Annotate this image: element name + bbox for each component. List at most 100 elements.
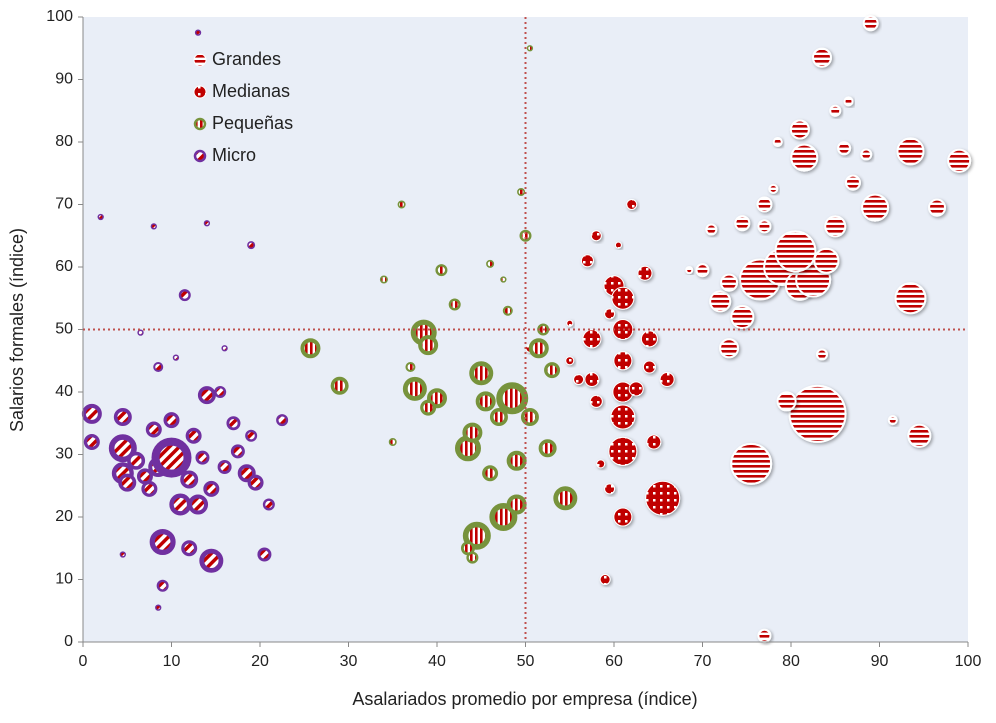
y-tick-label: 90 — [55, 71, 73, 88]
legend-label: Micro — [212, 145, 256, 165]
bubble — [590, 230, 602, 242]
bubble — [469, 361, 494, 386]
bubble — [768, 183, 779, 194]
bubble — [646, 434, 662, 450]
legend-marker — [193, 85, 207, 99]
bubble — [178, 289, 191, 302]
bubble — [262, 498, 275, 511]
bubble — [613, 507, 633, 527]
bubble — [141, 480, 158, 497]
bubble — [829, 104, 842, 117]
bubble — [119, 551, 126, 558]
bubble — [397, 200, 406, 209]
bubble — [502, 305, 513, 316]
x-tick-label: 0 — [79, 653, 88, 670]
bubble — [580, 254, 594, 268]
bubble — [462, 422, 483, 443]
bubble — [163, 412, 180, 429]
bubble — [180, 470, 199, 489]
bubble — [199, 548, 224, 573]
bubble — [247, 241, 256, 250]
bubble — [195, 450, 210, 465]
bubble — [573, 374, 585, 385]
y-tick-label: 100 — [46, 8, 73, 25]
bubble — [544, 362, 561, 379]
bubble — [97, 213, 104, 221]
bubble — [695, 263, 710, 278]
bubble — [584, 372, 600, 387]
bubble — [604, 483, 616, 495]
bubble — [300, 338, 321, 359]
bubble — [519, 229, 532, 242]
x-tick-label: 20 — [251, 653, 269, 670]
bubble — [528, 338, 549, 359]
bubble — [330, 376, 349, 395]
x-tick-label: 90 — [871, 653, 889, 670]
bubble — [185, 427, 202, 444]
x-tick-label: 40 — [428, 653, 446, 670]
bubble — [789, 119, 810, 140]
bubble — [659, 372, 675, 387]
bubble — [113, 407, 132, 426]
x-tick-label: 70 — [694, 653, 712, 670]
x-tick-label: 10 — [163, 653, 181, 670]
bubble — [756, 196, 773, 213]
bubble — [448, 298, 461, 311]
bubble — [169, 493, 192, 516]
bubble — [81, 403, 102, 424]
bubble — [894, 282, 927, 315]
bubble — [887, 415, 898, 426]
bubble — [181, 540, 198, 557]
bubble — [517, 188, 526, 197]
y-tick-label: 10 — [55, 571, 73, 588]
bubble — [844, 174, 861, 191]
bubble — [226, 416, 241, 431]
bubble — [611, 286, 635, 310]
y-tick-label: 30 — [55, 446, 73, 463]
x-tick-label: 50 — [517, 653, 535, 670]
bubble — [388, 437, 397, 446]
bubble — [772, 137, 783, 147]
bubble — [486, 259, 495, 268]
bubble — [153, 362, 164, 372]
bubble — [719, 338, 740, 359]
bubble — [482, 465, 499, 482]
bubble — [776, 391, 797, 412]
bubble — [203, 220, 211, 227]
bubble — [172, 354, 180, 361]
y-tick-label: 80 — [55, 133, 73, 150]
bubble — [496, 382, 529, 415]
bubble — [734, 215, 751, 232]
bubble — [188, 494, 209, 515]
bubble — [155, 604, 162, 611]
bubble — [489, 502, 518, 531]
bubble — [506, 494, 527, 515]
bubble — [757, 219, 772, 234]
bubble — [136, 468, 153, 485]
bubble — [526, 45, 534, 52]
y-tick-label: 70 — [55, 196, 73, 213]
bubble — [257, 547, 272, 562]
bubble — [420, 399, 437, 416]
bubble — [405, 362, 416, 372]
bubble — [604, 308, 616, 320]
x-tick-label: 100 — [955, 653, 982, 670]
bubble — [613, 351, 633, 371]
bubble — [589, 394, 603, 408]
bubble — [730, 305, 755, 329]
bubble — [118, 473, 137, 492]
bubble — [194, 29, 202, 36]
bubble — [156, 579, 169, 592]
y-tick-label: 50 — [55, 321, 73, 338]
bubble — [705, 223, 718, 236]
bubble — [566, 319, 574, 327]
bubble — [276, 414, 289, 427]
bubble — [815, 348, 828, 361]
bubble — [475, 391, 496, 412]
bubble — [614, 241, 622, 249]
bubble — [108, 434, 137, 463]
x-axis-title: Asalariados promedio por empresa (índice… — [352, 689, 697, 709]
bubble — [757, 628, 772, 643]
bubble — [214, 386, 227, 399]
bubble — [907, 423, 932, 448]
